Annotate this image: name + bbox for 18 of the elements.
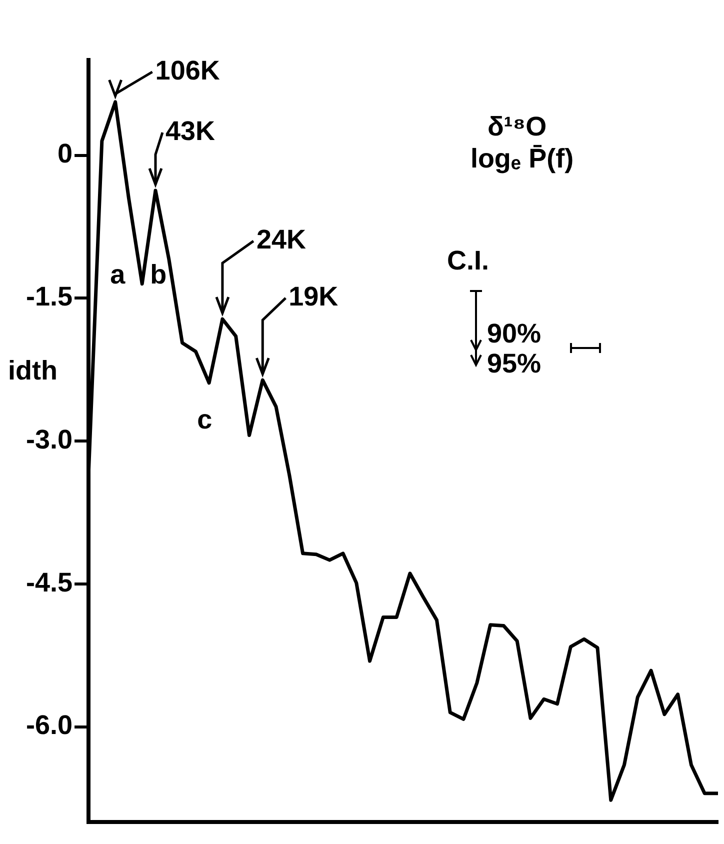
y-tick-label: -4.5: [26, 567, 73, 598]
y-tick-label: 0: [57, 138, 73, 169]
annotation: c: [197, 404, 212, 434]
y-tick-label: -3.0: [26, 424, 73, 454]
annotation: 106K: [155, 55, 220, 86]
annotation: 43K: [165, 116, 216, 146]
annotation: 95%: [487, 348, 542, 378]
annotation: 24K: [256, 224, 306, 255]
annotation: a: [110, 259, 126, 290]
y-tick-label: -1.5: [26, 282, 73, 312]
text: δ¹⁸O: [487, 111, 547, 142]
annotation: 90%: [487, 318, 542, 348]
text: idth: [8, 355, 58, 386]
annotation: b: [150, 259, 167, 290]
text: logₑ P̄(f): [470, 143, 574, 174]
annotation: 19K: [288, 281, 339, 312]
annotation: C.I.: [447, 245, 490, 276]
y-tick-label: -6.0: [26, 710, 73, 740]
